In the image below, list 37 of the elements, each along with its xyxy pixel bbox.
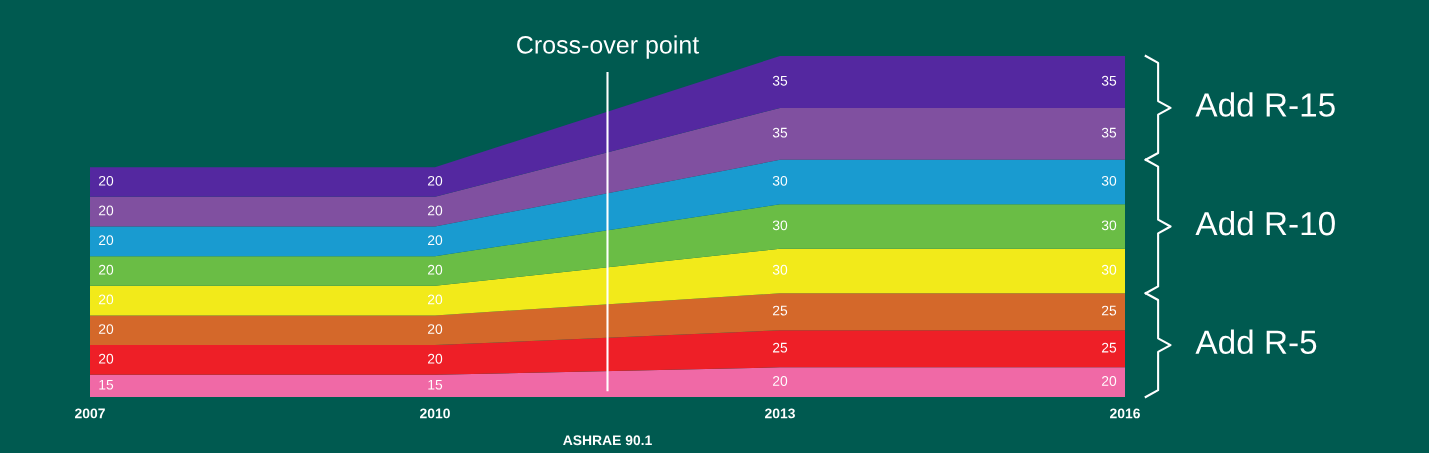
data-label: 30 xyxy=(1101,264,1117,275)
x-tick-label: 2007 xyxy=(75,408,105,419)
data-label: 25 xyxy=(1101,342,1117,353)
data-label: 20 xyxy=(427,205,443,216)
data-label: 20 xyxy=(427,264,443,275)
data-label: 20 xyxy=(427,294,443,305)
x-tick-label: 2010 xyxy=(420,408,450,419)
data-label: 30 xyxy=(772,220,788,231)
data-label: 20 xyxy=(98,205,114,216)
data-label: 25 xyxy=(1101,305,1117,316)
x-axis-title: ASHRAE 90.1 xyxy=(563,435,652,446)
data-label: 30 xyxy=(1101,220,1117,231)
data-label: 25 xyxy=(772,342,788,353)
data-label: 20 xyxy=(98,175,114,186)
data-label: 30 xyxy=(1101,175,1117,186)
text: Add R-10 xyxy=(1195,210,1335,236)
data-label: 20 xyxy=(98,235,114,246)
data-label: 35 xyxy=(1101,75,1117,86)
text: Add R-5 xyxy=(1195,329,1317,355)
data-label: 30 xyxy=(772,264,788,275)
data-label: 25 xyxy=(772,305,788,316)
data-label: 20 xyxy=(427,175,443,186)
data-label: 20 xyxy=(427,324,443,335)
data-label: 20 xyxy=(98,294,114,305)
data-label: 35 xyxy=(772,75,788,86)
data-label: 20 xyxy=(427,353,443,364)
data-label: 20 xyxy=(98,264,114,275)
data-label: 35 xyxy=(772,127,788,138)
data-label: 20 xyxy=(98,324,114,335)
data-label: 35 xyxy=(1101,127,1117,138)
x-tick-label: 2016 xyxy=(1110,408,1140,419)
data-label: 20 xyxy=(427,235,443,246)
x-tick-label: 2013 xyxy=(765,408,795,419)
data-label: 20 xyxy=(98,353,114,364)
ref-line-label: Cross-over point xyxy=(517,35,700,59)
text: Add R-15 xyxy=(1195,92,1335,117)
data-label: 30 xyxy=(772,175,788,186)
